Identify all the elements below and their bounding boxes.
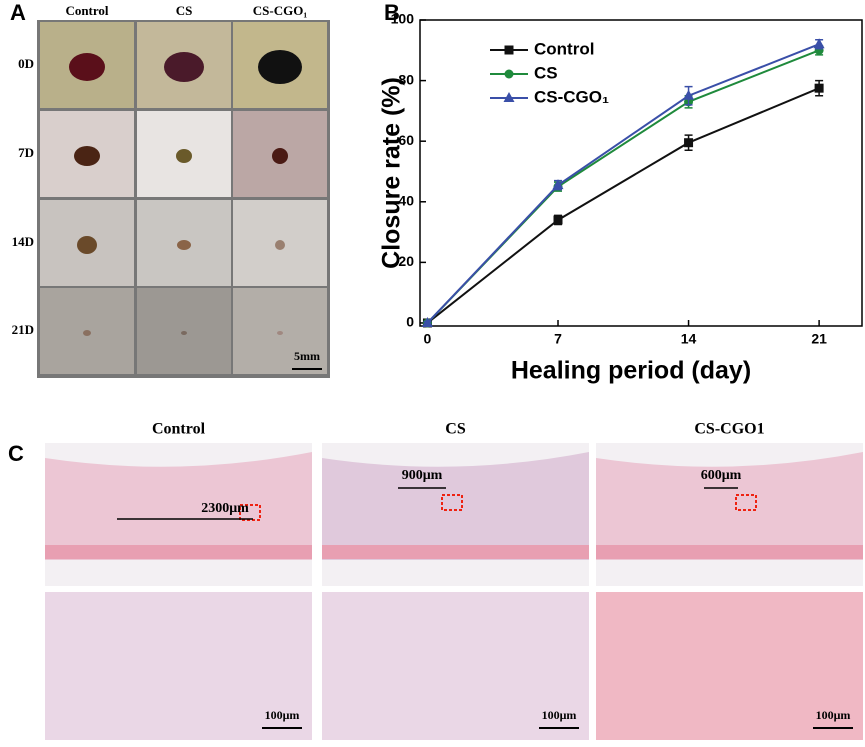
wound	[69, 53, 105, 81]
x-tick-label: 14	[681, 331, 697, 347]
wound	[176, 149, 192, 163]
micrograph	[596, 592, 863, 740]
marker	[552, 179, 564, 190]
y-tick-label: 100	[391, 11, 415, 27]
row-label: 14D	[12, 234, 34, 249]
region-box	[441, 494, 463, 511]
wound	[177, 240, 191, 250]
y-tick-label: 60	[398, 132, 414, 148]
scale-label: 100μm	[265, 708, 300, 722]
x-axis-title: Healing period (day)	[511, 357, 751, 385]
panel-letter: B	[384, 0, 400, 25]
series-line	[426, 43, 820, 324]
column-label: CS-CGO1	[694, 421, 764, 438]
marker	[421, 316, 433, 327]
measurement-label: 2300μm	[201, 501, 249, 516]
legend-label: Control	[534, 39, 594, 58]
tissue	[596, 452, 863, 560]
panel-letter: C	[8, 441, 24, 466]
row-label: 21D	[12, 322, 34, 337]
scale-label: 100μm	[542, 708, 577, 722]
wound	[258, 50, 302, 84]
wound	[272, 148, 288, 164]
legend-marker	[504, 69, 514, 79]
panel-letter: A	[10, 0, 26, 25]
micrograph	[45, 592, 312, 740]
muscle-layer	[596, 545, 863, 559]
muscle-layer	[45, 545, 312, 559]
x-tick-label: 21	[811, 331, 827, 347]
x-tick-label: 0	[424, 331, 432, 347]
scale-label: 5mm	[294, 349, 320, 363]
series-line	[426, 87, 820, 324]
wound	[164, 52, 204, 82]
column-label: CS-CGO₁	[253, 3, 308, 18]
wound	[77, 236, 97, 254]
wound	[277, 331, 283, 335]
wound	[181, 331, 187, 335]
wound	[275, 240, 285, 250]
y-tick-label: 0	[406, 314, 414, 330]
marker	[553, 215, 563, 225]
micrograph	[322, 592, 589, 740]
y-tick-label: 80	[398, 71, 414, 87]
measurement-label: 600μm	[701, 468, 742, 483]
legend-label: CS	[534, 63, 558, 82]
region-box	[735, 494, 757, 511]
region-box	[239, 504, 261, 521]
legend-marker	[504, 45, 514, 55]
wound	[83, 330, 91, 336]
column-label: Control	[152, 421, 206, 438]
y-tick-label: 40	[398, 192, 414, 208]
marker	[683, 89, 695, 100]
marker	[813, 38, 825, 49]
row-label: 0D	[18, 56, 34, 71]
y-axis-title: Closure rate (%)	[378, 77, 406, 269]
column-label: CS	[445, 421, 466, 438]
scale-label: 100μm	[816, 708, 851, 722]
plot-frame	[419, 19, 863, 327]
legend-label: CS-CGO₁	[534, 87, 609, 106]
column-label: CS	[176, 3, 193, 18]
tissue	[322, 452, 589, 560]
column-label: Control	[65, 3, 108, 18]
wound	[74, 146, 100, 166]
legend-marker	[503, 92, 515, 102]
tissue	[45, 452, 312, 560]
measurement-label: 900μm	[402, 468, 443, 483]
marker	[814, 83, 824, 93]
x-tick-label: 7	[554, 331, 562, 347]
marker	[684, 138, 694, 148]
muscle-layer	[322, 545, 589, 559]
y-tick-label: 20	[398, 253, 414, 269]
series-line	[426, 49, 820, 324]
row-label: 7D	[18, 145, 34, 160]
